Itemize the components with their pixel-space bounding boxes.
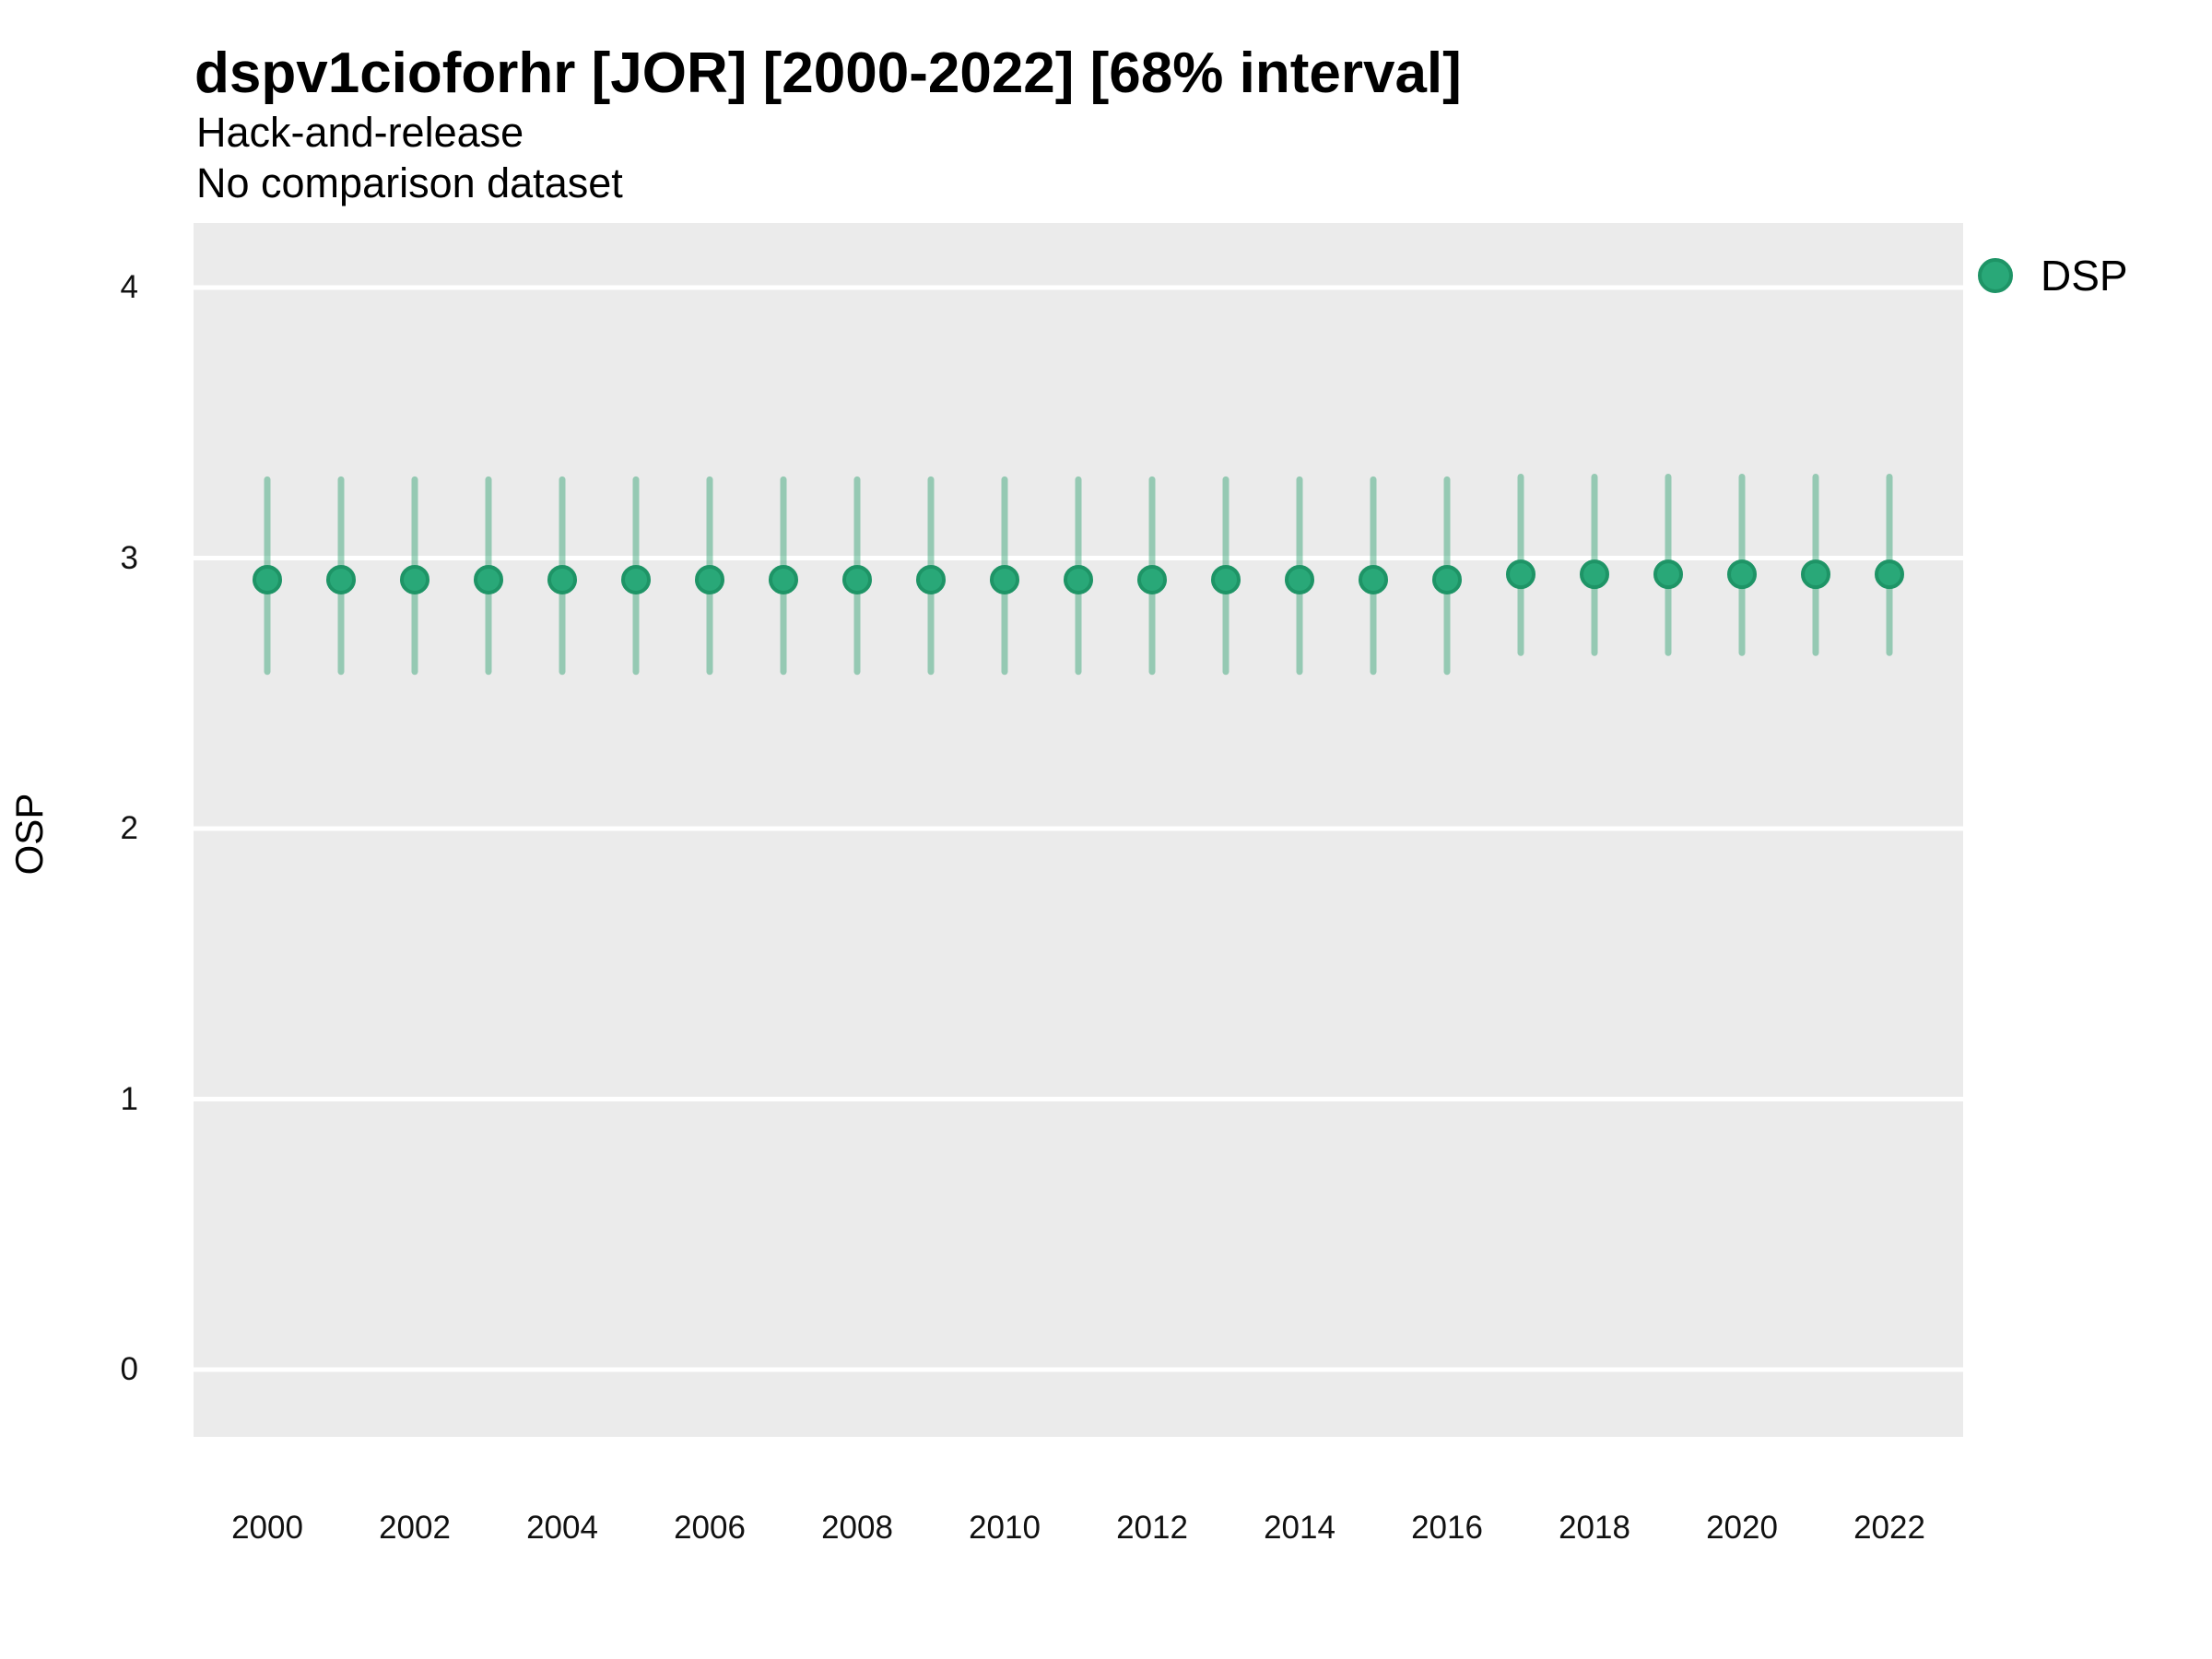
x-tick-label-2002: 2002 — [379, 1510, 451, 1546]
data-point-2022 — [1875, 559, 1904, 590]
x-tick-label-2004: 2004 — [526, 1510, 598, 1546]
data-point-2017 — [1506, 559, 1535, 590]
data-point-2003 — [474, 564, 503, 594]
x-tick-label-2018: 2018 — [1559, 1510, 1630, 1546]
data-point-2019 — [1653, 559, 1683, 590]
data-point-2015 — [1359, 564, 1388, 594]
x-tick-label-2014: 2014 — [1264, 1510, 1335, 1546]
x-tick-label-2022: 2022 — [1853, 1510, 1925, 1546]
y-tick-label-4: 4 — [120, 269, 138, 305]
x-tick-label-2012: 2012 — [1116, 1510, 1188, 1546]
data-point-2004 — [547, 564, 577, 594]
data-point-2009 — [916, 564, 946, 594]
data-point-2005 — [621, 564, 651, 594]
x-tick-label-2008: 2008 — [821, 1510, 893, 1546]
data-point-2008 — [842, 564, 872, 594]
plot-panel — [194, 223, 1963, 1437]
data-point-2020 — [1727, 559, 1757, 590]
data-point-2000 — [253, 564, 282, 594]
data-point-2007 — [769, 564, 798, 594]
data-point-2011 — [1064, 564, 1093, 594]
y-tick-label-3: 3 — [120, 539, 138, 576]
data-point-2010 — [990, 564, 1019, 594]
chart-subtitle-method: Hack-and-release — [196, 109, 524, 156]
data-point-2001 — [326, 564, 356, 594]
x-tick-label-2016: 2016 — [1411, 1510, 1483, 1546]
y-tick-label-2: 2 — [120, 810, 138, 846]
legend-dsp-label: DSP — [2041, 252, 2128, 300]
data-point-2014 — [1285, 564, 1314, 594]
chart-subtitle-comparison: No comparison dataset — [196, 159, 623, 206]
y-tick-label-1: 1 — [120, 1080, 138, 1117]
x-tick-label-2000: 2000 — [231, 1510, 303, 1546]
x-tick-label-2010: 2010 — [969, 1510, 1041, 1546]
data-point-2018 — [1580, 559, 1609, 590]
data-point-2016 — [1432, 564, 1462, 594]
chart-title: dspv1cioforhr [JOR] [2000-2022] [68% int… — [194, 41, 1462, 105]
data-point-2002 — [400, 564, 429, 594]
x-tick-label-2020: 2020 — [1706, 1510, 1778, 1546]
y-tick-label-0: 0 — [120, 1351, 138, 1387]
data-point-2013 — [1211, 564, 1241, 594]
legend-dsp-dot-icon — [1978, 258, 2013, 293]
data-point-2012 — [1137, 564, 1167, 594]
x-tick-label-2006: 2006 — [674, 1510, 746, 1546]
data-point-2021 — [1801, 559, 1830, 590]
data-point-2006 — [695, 564, 724, 594]
legend: DSP — [1978, 249, 2128, 302]
